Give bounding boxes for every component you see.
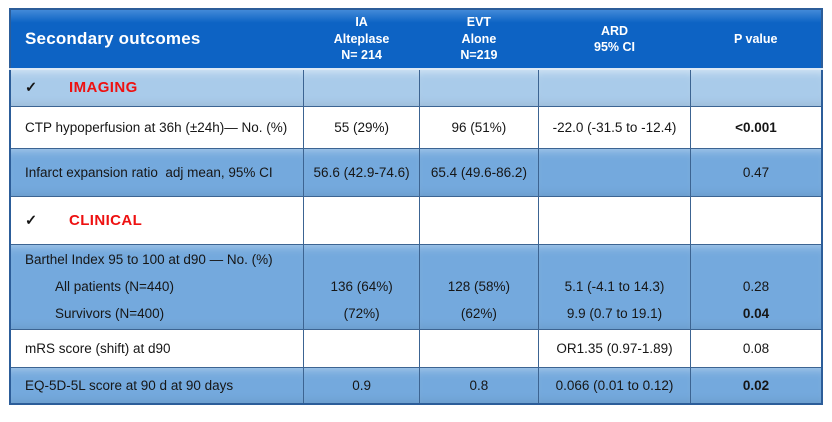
ard-value: OR1.35 (0.97-1.89): [538, 328, 691, 368]
evt-value: (62%): [460, 306, 497, 321]
checkmark-icon: ✓: [25, 212, 38, 229]
slide-page: Secondary outcomes IA Alteplase N= 214 E…: [9, 8, 823, 405]
evt-value: 96 (51%): [418, 105, 540, 149]
empty-cell: [418, 68, 540, 107]
ard-value: 9.9 (0.7 to 19.1): [566, 306, 663, 321]
header-line: 95% CI: [594, 40, 636, 54]
header-row: Secondary outcomes IA Alteplase N= 214 E…: [10, 9, 822, 70]
section-cell: ✓ CLINICAL: [9, 195, 305, 245]
header-ard-ci: ARD 95% CI: [538, 9, 691, 70]
empty-line: [420, 246, 538, 273]
empty-cell: [303, 68, 420, 107]
row-label: Infarct expansion ratio adj mean, 95% CI: [9, 147, 305, 197]
evt-value: [418, 328, 540, 368]
section-row-imaging: ✓ IMAGING: [9, 68, 823, 107]
header-p-value: P value: [690, 9, 822, 70]
checkmark-icon: ✓: [25, 80, 38, 97]
header-line: N=219: [460, 48, 498, 63]
row-label: mRS score (shift) at d90: [9, 328, 305, 368]
row-label: Barthel Index 95 to 100 at d90 — No. (%): [25, 252, 273, 267]
empty-line: [304, 246, 418, 273]
ia-value: (72%): [343, 306, 380, 321]
evt-value: 0.8: [418, 366, 540, 405]
section-title-clinical: CLINICAL: [69, 211, 143, 229]
header-evt-alone: EVT Alone N=219: [419, 9, 539, 70]
ia-value: 56.6 (42.9-74.6): [303, 147, 420, 197]
section-row-clinical: ✓ CLINICAL: [9, 195, 823, 245]
header-line: ARD: [600, 23, 629, 38]
empty-cell: [303, 195, 420, 245]
section-cell: ✓ IMAGING: [9, 68, 305, 107]
evt-value: 65.4 (49.6-86.2): [418, 147, 540, 197]
p-value: 0.47: [689, 147, 823, 197]
table-row-barthel: Barthel Index 95 to 100 at d90 — No. (%)…: [9, 243, 823, 330]
p-value: 0.04: [742, 306, 770, 321]
table-row-ctp: CTP hypoperfusion at 36h (±24h)— No. (%)…: [9, 105, 823, 149]
row-label-group: Barthel Index 95 to 100 at d90 — No. (%)…: [9, 243, 305, 330]
ard-value: 0.066 (0.01 to 0.12): [538, 366, 691, 405]
table-row-mrs: mRS score (shift) at d90 OR1.35 (0.97-1.…: [9, 328, 823, 368]
ia-value-group: 136 (64%) (72%): [303, 243, 420, 330]
section-title-imaging: IMAGING: [69, 79, 138, 97]
empty-cell: [689, 195, 823, 245]
header-line: EVT: [466, 15, 492, 30]
header-ia-alteplase: IA Alteplase N= 214: [303, 9, 420, 70]
table-row-infarct: Infarct expansion ratio adj mean, 95% CI…: [9, 147, 823, 197]
row-label: CTP hypoperfusion at 36h (±24h)— No. (%): [9, 105, 305, 149]
ard-value-group: 5.1 (-4.1 to 14.3) 9.9 (0.7 to 19.1): [538, 243, 691, 330]
ia-value: 0.9: [303, 366, 420, 405]
ard-value: -22.0 (-31.5 to -12.4): [538, 105, 691, 149]
empty-cell: [538, 68, 691, 107]
header-line: N= 214: [341, 48, 382, 63]
p-value: 0.28: [742, 279, 770, 294]
empty-line: [539, 246, 690, 273]
ia-value: 55 (29%): [303, 105, 420, 149]
empty-cell: [418, 195, 540, 245]
header-line: IA: [355, 15, 368, 30]
row-sublabel: All patients (N=440): [55, 279, 174, 294]
ard-value: [538, 147, 691, 197]
p-value-group: 0.28 0.04: [689, 243, 823, 330]
page-title: Secondary outcomes: [10, 9, 304, 70]
secondary-outcomes-table: Secondary outcomes IA Alteplase N= 214 E…: [9, 8, 823, 405]
empty-line: [691, 246, 821, 273]
evt-value: 128 (58%): [447, 279, 511, 294]
p-value: 0.08: [689, 328, 823, 368]
row-label: EQ-5D-5L score at 90 d at 90 days: [9, 366, 305, 405]
ia-value: 136 (64%): [330, 279, 393, 294]
p-value: <0.001: [689, 105, 823, 149]
ard-value: 5.1 (-4.1 to 14.3): [564, 279, 665, 294]
empty-cell: [689, 68, 823, 107]
header-line: Alone: [461, 31, 497, 46]
empty-cell: [538, 195, 691, 245]
row-sublabel: Survivors (N=400): [55, 306, 165, 321]
header-line: Alteplase: [333, 31, 390, 46]
table-row-eq5d: EQ-5D-5L score at 90 d at 90 days 0.9 0.…: [9, 366, 823, 405]
evt-value-group: 128 (58%) (62%): [418, 243, 540, 330]
p-value: 0.02: [689, 366, 823, 405]
ia-value: [303, 328, 420, 368]
